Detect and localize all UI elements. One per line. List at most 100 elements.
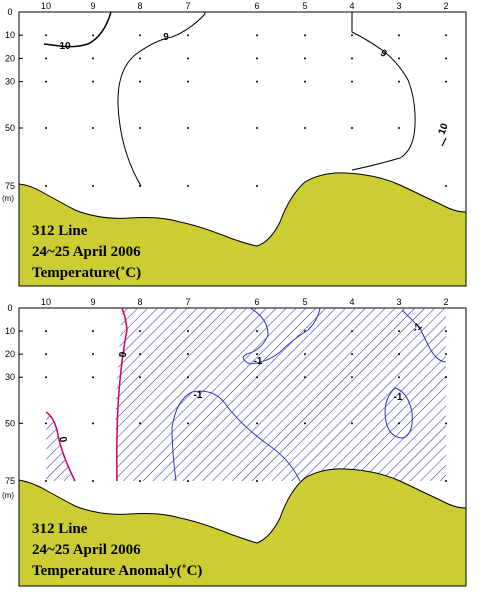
station-dot xyxy=(351,127,353,129)
station-dot xyxy=(351,376,353,379)
station-dot xyxy=(187,330,189,333)
station-dot xyxy=(139,57,141,60)
svg-text:24~25 April 2006: 24~25 April 2006 xyxy=(32,244,141,260)
station-dot xyxy=(92,80,94,83)
station-dot xyxy=(445,127,447,129)
y-tick-label: 30 xyxy=(5,372,15,382)
station-dot xyxy=(304,422,306,425)
contour-0-main xyxy=(116,308,128,482)
contour-10-upper-left xyxy=(43,12,112,48)
contour-minus1-lower xyxy=(171,390,301,482)
x-tick-label: 7 xyxy=(185,297,190,307)
svg-text:312 Line: 312 Line xyxy=(32,223,88,239)
station-dot xyxy=(398,57,400,60)
x-tick-label: 8 xyxy=(137,297,142,307)
negative-anomaly-hatch-main xyxy=(115,308,446,481)
station-dot xyxy=(256,127,258,129)
y-tick-label: 10 xyxy=(5,30,15,40)
x-tick-label: 4 xyxy=(349,297,354,307)
station-dot xyxy=(304,127,306,129)
station-dot xyxy=(256,330,258,333)
contour-label-9: 9 xyxy=(163,32,169,43)
station-dot xyxy=(304,353,306,356)
station-dot xyxy=(398,353,400,356)
contour-label-minus1-upper: -1 xyxy=(254,356,263,367)
contour-9 xyxy=(117,12,416,187)
station-dot xyxy=(256,57,258,60)
station-dot xyxy=(139,330,141,333)
contour-label-0-main: 0 xyxy=(118,351,130,358)
depth-unit-label: (m) xyxy=(2,491,14,500)
station-dot xyxy=(351,34,353,37)
seabed xyxy=(19,172,466,286)
y-tick-label: 10 xyxy=(5,326,15,336)
x-tick-label: 3 xyxy=(396,297,401,307)
station-dot xyxy=(351,353,353,356)
x-tick-label: 9 xyxy=(90,297,95,307)
station-dot xyxy=(304,376,306,379)
x-tick-label: 6 xyxy=(254,297,259,307)
station-dot xyxy=(92,185,94,187)
station-dot xyxy=(187,185,189,187)
y-tick-label: 50 xyxy=(5,123,15,133)
chart-title: 312 Line 24~25 April 2006 Temperature(˚C… xyxy=(32,223,141,281)
contour-label-minus1-ring: -1 xyxy=(394,392,403,403)
station-dot xyxy=(351,422,353,425)
contour-minus1-ring xyxy=(384,387,413,439)
x-tick-label: 8 xyxy=(137,1,142,11)
station-dot xyxy=(445,57,447,60)
x-tick-label: 5 xyxy=(302,1,307,11)
station-dot xyxy=(92,57,94,60)
station-dot xyxy=(187,480,189,482)
station-dot xyxy=(45,376,47,379)
contour-label-10-right: 10 xyxy=(437,122,451,137)
station-dot xyxy=(187,376,189,379)
station-dot xyxy=(92,422,94,425)
station-dot xyxy=(45,480,47,482)
y-tick-label: 20 xyxy=(5,53,15,63)
station-dot xyxy=(351,80,353,83)
station-dot xyxy=(445,34,447,37)
station-dot xyxy=(45,185,47,187)
x-tick-label: 3 xyxy=(396,1,401,11)
x-tick-label: 9 xyxy=(90,1,95,11)
station-dot xyxy=(445,330,447,333)
station-dot xyxy=(398,422,400,425)
station-dot xyxy=(445,480,447,482)
station-dot xyxy=(398,376,400,379)
seabed xyxy=(19,468,466,586)
y-tick-label: 30 xyxy=(5,77,15,87)
contour-10-right xyxy=(441,137,447,147)
svg-text:24~25 April 2006: 24~25 April 2006 xyxy=(32,542,141,558)
x-tick-label: 5 xyxy=(302,297,307,307)
y-tick-labels: 0 10 20 30 50 75 xyxy=(5,7,23,191)
svg-text:Temperature(˚C): Temperature(˚C) xyxy=(32,265,141,281)
station-dot xyxy=(445,353,447,356)
contour-label-9-right: 9 xyxy=(378,48,389,61)
station-dot xyxy=(187,422,189,425)
svg-text:312 Line: 312 Line xyxy=(32,521,88,537)
station-dot xyxy=(351,57,353,60)
station-dot xyxy=(139,422,141,425)
y-tick-labels: 0 10 20 30 50 75 xyxy=(5,303,23,486)
station-dot xyxy=(187,34,189,37)
contour-minus1-upper xyxy=(242,308,321,365)
station-dot xyxy=(139,376,141,379)
station-dot xyxy=(139,353,141,356)
contour-label-10-upper: 10 xyxy=(59,41,71,52)
station-dot xyxy=(304,80,306,83)
contour-label-0-left: 0 xyxy=(57,436,69,444)
x-tick-label: 2 xyxy=(443,297,448,307)
station-dot xyxy=(445,80,447,83)
station-dots xyxy=(45,34,447,187)
chart-title: 312 Line 24~25 April 2006 Temperature An… xyxy=(32,521,202,579)
station-dot xyxy=(45,330,47,333)
station-dot xyxy=(187,80,189,83)
station-dot xyxy=(398,127,400,129)
station-dot xyxy=(256,185,258,187)
station-dot xyxy=(445,422,447,425)
station-dot xyxy=(45,57,47,60)
station-dot xyxy=(92,376,94,379)
y-tick-label: 50 xyxy=(5,418,15,428)
